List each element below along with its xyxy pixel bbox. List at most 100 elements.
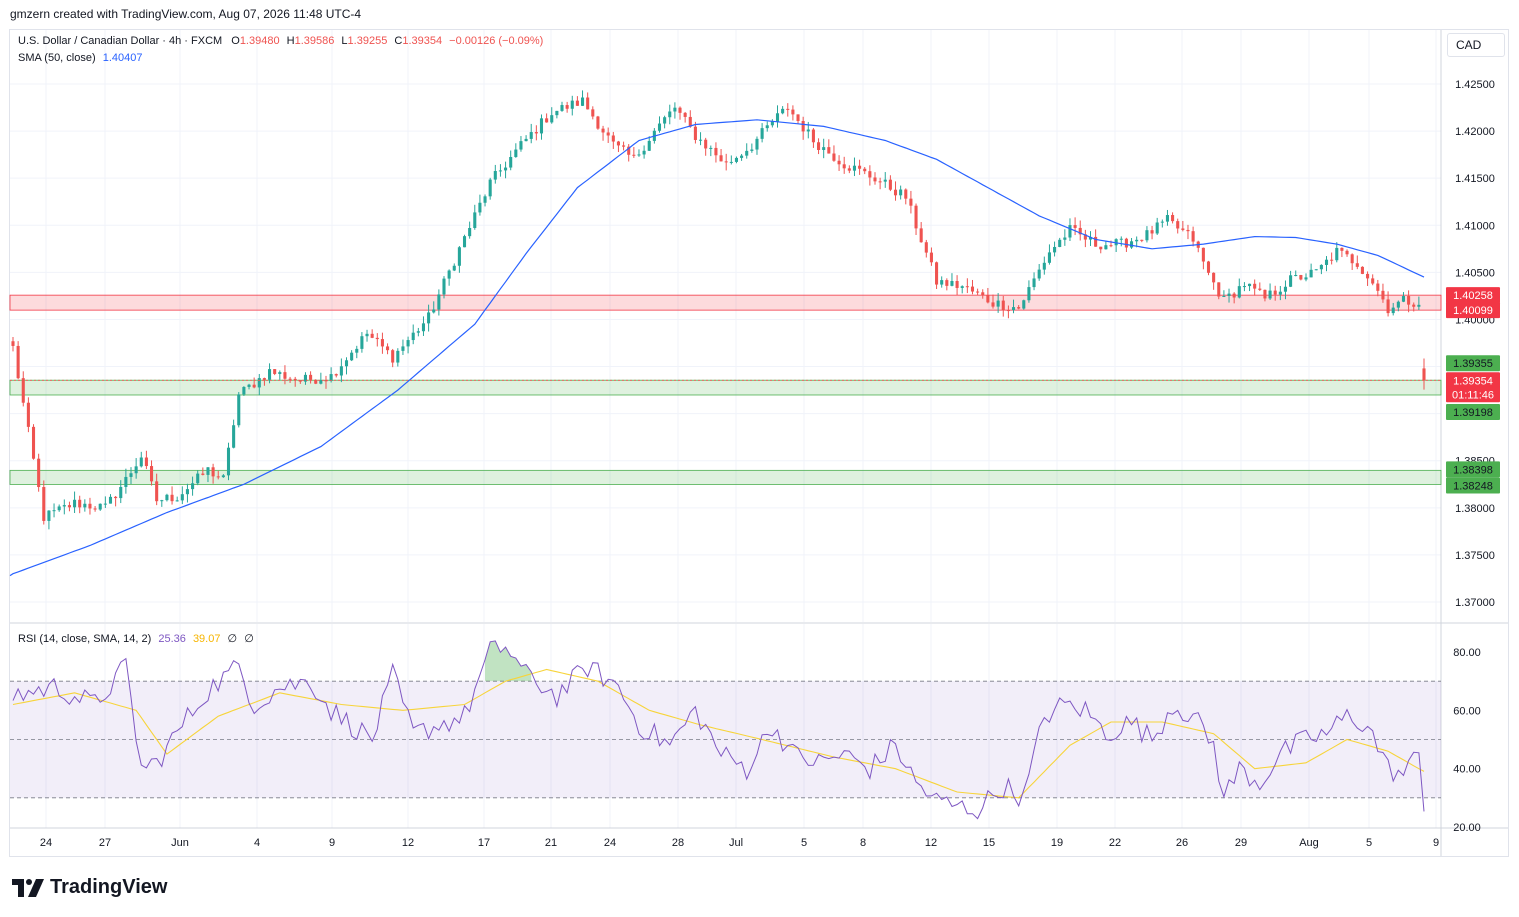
candle-body xyxy=(314,379,318,384)
candle-body xyxy=(1314,269,1318,271)
candle-body xyxy=(319,380,323,384)
candle-body xyxy=(206,467,210,475)
tradingview-logo: TradingView xyxy=(12,876,167,899)
candle-body xyxy=(637,154,641,156)
time-tick-label: 24 xyxy=(40,837,52,849)
candle-body xyxy=(83,503,87,508)
candle-body xyxy=(1047,252,1051,263)
candle-body xyxy=(719,155,723,162)
chart-frame xyxy=(9,29,1509,857)
candle-body xyxy=(124,476,128,487)
candle-body xyxy=(1386,299,1390,314)
candle-body xyxy=(1206,261,1211,273)
candle-body xyxy=(268,369,272,380)
candle-body xyxy=(1109,245,1113,247)
price-tag-label: 1.38248 xyxy=(1453,480,1493,492)
candle-body xyxy=(432,309,436,313)
candle-body xyxy=(668,111,672,118)
candle-body xyxy=(1217,282,1221,297)
candle-body xyxy=(273,369,277,374)
candle-body xyxy=(237,394,241,426)
rsi-legend-value: 25.36 xyxy=(158,633,186,645)
candle-body xyxy=(1053,246,1057,253)
candle-body xyxy=(468,227,472,237)
candle-body xyxy=(1119,238,1123,240)
candle-body xyxy=(1017,307,1021,309)
rsi-legend-extra2: ∅ xyxy=(244,633,254,645)
currency-button[interactable]: CAD xyxy=(1447,33,1505,57)
candle-body xyxy=(1165,215,1169,222)
candle-body xyxy=(1253,283,1257,289)
candle-body xyxy=(811,129,815,143)
candle-body xyxy=(647,140,651,151)
candle-body xyxy=(488,179,492,197)
candle-body xyxy=(149,466,154,482)
candle-body xyxy=(462,236,467,248)
candle-body xyxy=(550,115,554,123)
candle-body xyxy=(1078,227,1082,235)
candle-body xyxy=(678,107,682,113)
candle-body xyxy=(247,384,251,387)
candle-body xyxy=(134,466,138,474)
candle-body xyxy=(1304,277,1308,280)
candle-body xyxy=(216,476,220,478)
price-tick-label: 1.37000 xyxy=(1455,597,1495,609)
candle-body xyxy=(704,139,708,149)
candle-body xyxy=(114,496,118,499)
candle-body xyxy=(1160,221,1164,223)
candle-body xyxy=(1248,283,1252,287)
candle-body xyxy=(673,107,677,112)
candle-body xyxy=(196,473,200,484)
candle-body xyxy=(632,154,636,156)
tradingview-logo-text: TradingView xyxy=(50,876,168,898)
candle-body xyxy=(755,138,759,150)
candle-body xyxy=(724,161,728,163)
price-tick-label: 1.42500 xyxy=(1455,79,1495,91)
candle-body xyxy=(1037,269,1041,279)
candle-body xyxy=(1360,266,1364,274)
candle-body xyxy=(1340,247,1344,251)
candle-body xyxy=(493,171,497,180)
candle-body xyxy=(981,292,985,296)
candle-body xyxy=(160,500,164,502)
time-tick-label: Aug xyxy=(1299,837,1319,849)
rsi-overbought-fill xyxy=(485,640,532,682)
candle-body xyxy=(570,100,574,109)
candle-body xyxy=(611,135,615,142)
time-tick-label: 12 xyxy=(925,837,937,849)
candle-body xyxy=(1371,278,1375,284)
candle-body xyxy=(1355,263,1359,267)
candle-body xyxy=(1401,296,1406,302)
legend-high-label: H xyxy=(286,35,295,47)
candle-body xyxy=(534,132,538,134)
candle-body xyxy=(734,157,738,162)
candle-body xyxy=(93,508,97,510)
candle-body xyxy=(863,168,867,172)
candle-body xyxy=(657,123,662,131)
candle-body xyxy=(252,384,256,388)
candle-body xyxy=(878,181,882,183)
candle-body xyxy=(560,105,564,111)
zone-support xyxy=(9,469,1442,485)
candle-body xyxy=(1366,273,1370,279)
candle-body xyxy=(1222,295,1226,297)
candle-body xyxy=(1345,250,1349,255)
candle-body xyxy=(98,503,102,510)
candle-body xyxy=(1273,290,1277,295)
candle-body xyxy=(1201,247,1205,262)
price-tag-label: 1.38398 xyxy=(1453,464,1493,476)
candle-body xyxy=(1324,259,1329,265)
candle-body xyxy=(519,141,523,150)
candle-body xyxy=(1309,269,1313,278)
candle-body xyxy=(801,120,805,132)
currency-label: CAD xyxy=(1456,38,1482,52)
rsi-legend-extra1: ∅ xyxy=(227,633,238,645)
candle-body xyxy=(1094,236,1098,247)
price-tick-label: 1.38000 xyxy=(1455,503,1495,515)
candle-body xyxy=(1171,215,1175,222)
candle-body xyxy=(201,473,205,475)
price-tick-label: 1.41500 xyxy=(1455,173,1495,185)
candle-body xyxy=(765,125,769,129)
sma-legend-label: SMA (50, close) xyxy=(18,52,96,64)
